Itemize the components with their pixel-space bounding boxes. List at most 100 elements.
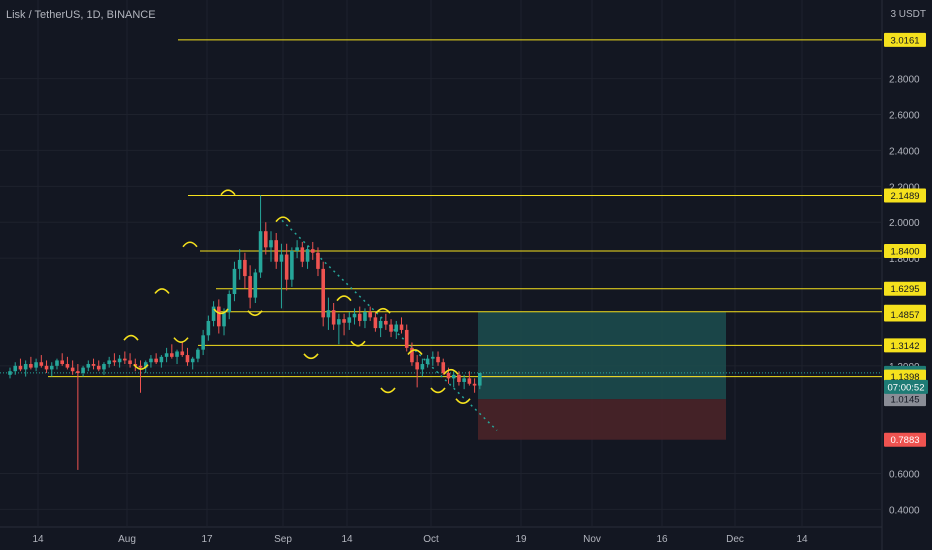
time-tick-label: Oct — [423, 534, 439, 545]
time-tick-label: 14 — [341, 534, 353, 545]
candle-body — [410, 347, 414, 363]
stop-loss-zone — [478, 399, 726, 440]
candle-body — [159, 356, 164, 363]
price-tick-label: 2.6000 — [889, 111, 920, 122]
candles — [8, 195, 482, 470]
swing-markers — [123, 189, 471, 405]
candle-body — [128, 360, 132, 365]
candle-body — [190, 358, 195, 363]
candle-body — [352, 313, 357, 318]
time-tick-label: 14 — [32, 534, 44, 545]
candle-body — [337, 319, 341, 325]
price-label-box — [884, 243, 926, 258]
candle-body — [295, 247, 299, 251]
take-profit-zone — [478, 311, 726, 400]
swing-marker — [336, 295, 352, 302]
candle-body — [331, 310, 336, 325]
candle-body — [431, 356, 435, 359]
swing-marker — [407, 349, 423, 355]
candle-body — [300, 247, 305, 262]
candle-body — [123, 358, 127, 361]
candle-body — [70, 367, 75, 372]
candle-body — [441, 362, 446, 373]
candle-body — [65, 364, 70, 368]
price-label-box — [884, 188, 926, 203]
swing-marker — [275, 216, 291, 223]
candle-body — [326, 310, 331, 318]
candle-body — [399, 324, 404, 330]
candle-body — [462, 378, 466, 382]
price-axis: 2.80002.60002.40002.20002.00001.80001.20… — [0, 9, 926, 516]
price-tick-label: 1.8000 — [889, 254, 920, 265]
time-tick-label: 17 — [201, 534, 213, 545]
candle-body — [49, 365, 54, 370]
candle-body — [436, 356, 440, 363]
price-tick-label: 2.0000 — [889, 218, 920, 229]
price-axis-unit: 3 USDT — [890, 9, 926, 20]
candle-body — [274, 240, 279, 262]
price-tick-label: 2.4000 — [889, 146, 920, 157]
candle-body — [138, 365, 143, 368]
candle-body — [451, 374, 456, 379]
candle-body — [420, 364, 425, 370]
swing-marker — [430, 387, 446, 394]
swing-marker — [213, 308, 229, 315]
swing-marker — [303, 353, 319, 360]
candle-body — [180, 351, 185, 356]
candle-body — [154, 358, 158, 363]
candle-body — [76, 371, 80, 373]
candle-body — [8, 371, 12, 375]
candle-body — [149, 358, 153, 363]
candle-body — [117, 358, 122, 363]
candle-body — [175, 351, 179, 357]
candle-body — [342, 319, 346, 323]
price-label-box — [884, 432, 926, 447]
candle-body — [23, 364, 28, 370]
price-label-text: 1.0145 — [890, 395, 919, 406]
candle-body — [290, 250, 294, 280]
candle-body — [446, 373, 451, 379]
symbol-title[interactable]: Lisk / TetherUS, 1D, BINANCE — [6, 9, 156, 21]
candle-body — [248, 276, 252, 298]
swing-marker — [123, 334, 139, 341]
candle-body — [404, 329, 409, 348]
price-label-box — [884, 338, 926, 353]
candle-body — [206, 320, 211, 336]
candle-body — [164, 353, 169, 357]
candle-body — [13, 365, 18, 372]
candle-body — [39, 362, 44, 366]
time-tick-label: 14 — [796, 534, 808, 545]
candle-body — [201, 335, 205, 350]
candle-body — [394, 324, 399, 332]
candle-body — [96, 365, 101, 370]
candle-body — [363, 311, 367, 321]
candle-body — [107, 360, 111, 365]
candle-body — [378, 320, 383, 329]
candle-body — [467, 378, 472, 384]
price-tick-label: 2.8000 — [889, 75, 920, 86]
price-tick-label: 0.4000 — [889, 505, 920, 516]
candle-body — [237, 259, 242, 269]
candle-body — [222, 311, 226, 327]
price-label-box — [884, 307, 926, 322]
countdown-box — [884, 379, 928, 394]
candle-body — [112, 360, 117, 363]
price-label-text: 3.0161 — [890, 35, 919, 46]
candle-body — [310, 249, 315, 253]
candle-body — [243, 259, 247, 277]
candle-body — [34, 362, 38, 368]
candle-body — [227, 294, 232, 312]
swing-marker — [182, 241, 198, 248]
candle-body — [18, 365, 23, 370]
candle-body — [170, 353, 174, 357]
candle-body — [316, 252, 320, 269]
candle-body — [384, 320, 388, 325]
candle-body — [478, 373, 482, 386]
candle-body — [44, 365, 49, 370]
swing-marker — [154, 288, 170, 294]
price-label-text: 1.3142 — [890, 341, 919, 352]
candle-body — [279, 254, 284, 262]
